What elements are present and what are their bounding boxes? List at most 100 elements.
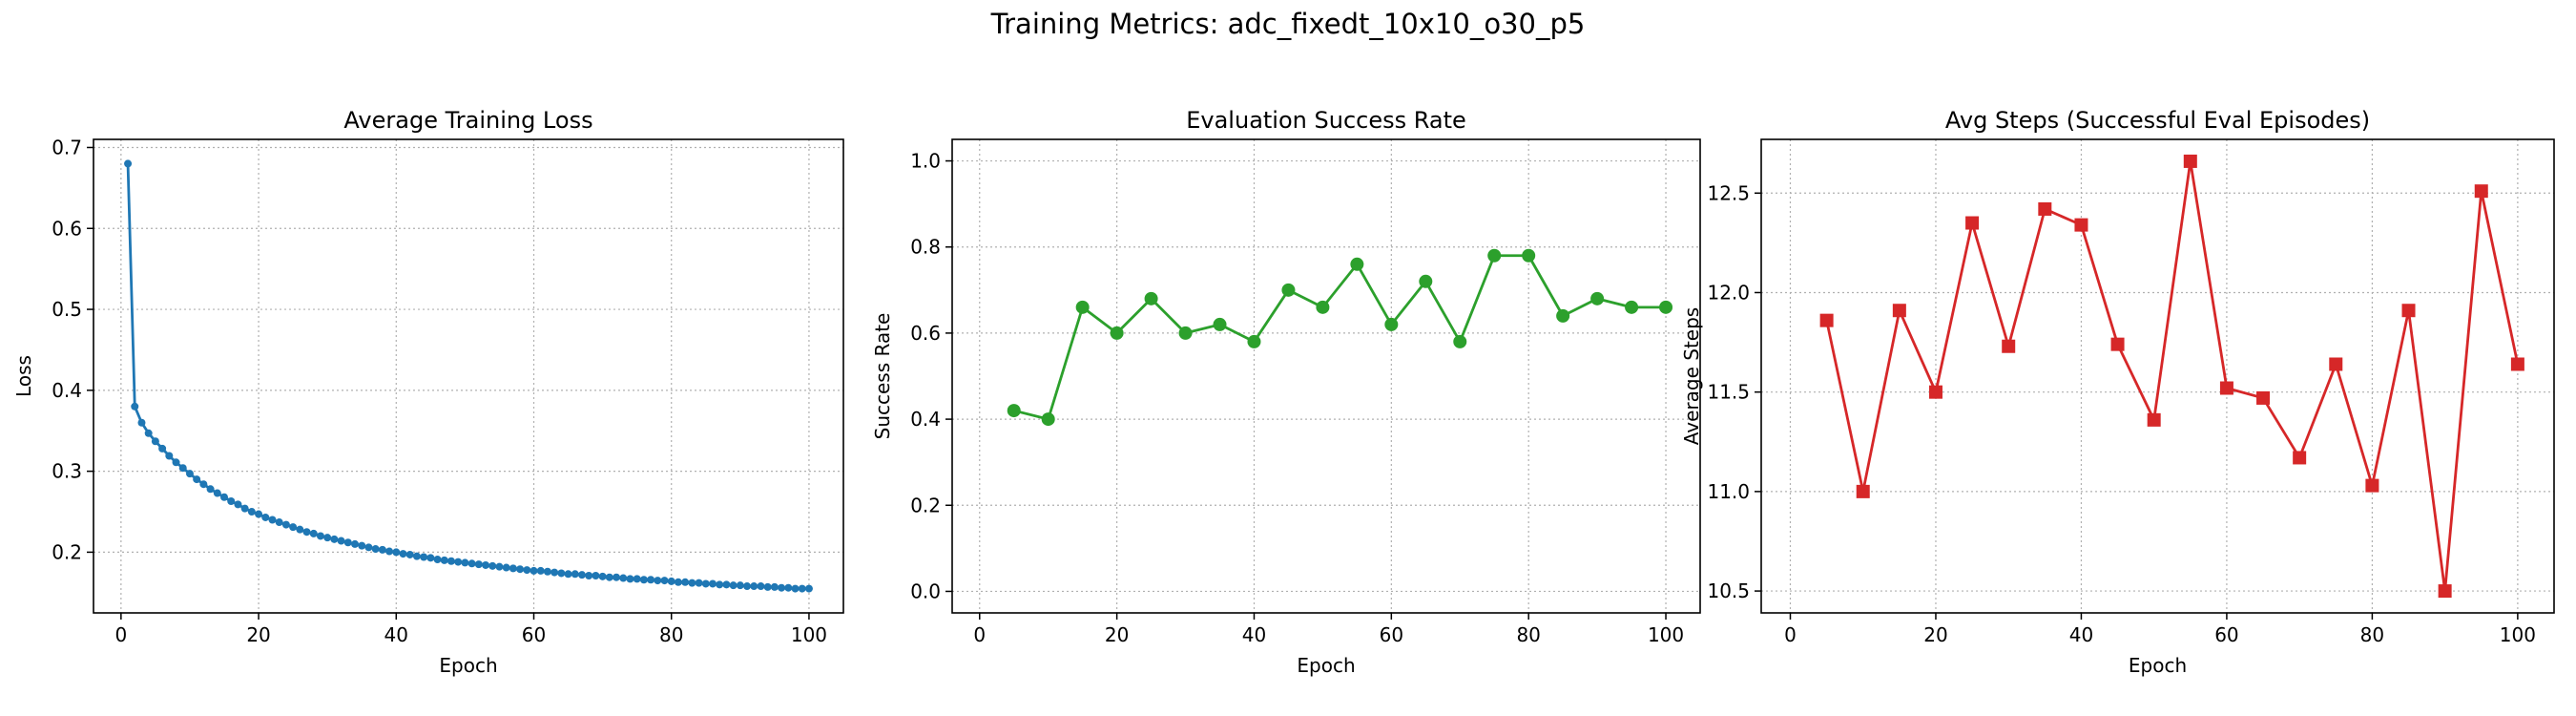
- data-point: [1247, 334, 1261, 348]
- data-point: [2219, 381, 2233, 395]
- data-point: [227, 496, 236, 505]
- y-tick-label: 0.2: [910, 494, 941, 516]
- data-point: [289, 523, 298, 532]
- data-point: [530, 566, 538, 575]
- data-point: [1487, 248, 1502, 263]
- chart-title: Average Training Loss: [343, 107, 592, 134]
- data-point: [1556, 308, 1570, 323]
- data-point: [1522, 248, 1536, 263]
- data-point: [716, 580, 724, 589]
- data-point: [255, 510, 263, 518]
- y-tick-label: 0.7: [52, 136, 82, 158]
- y-tick-label: 10.5: [1707, 579, 1750, 602]
- data-point: [1928, 385, 1942, 399]
- x-tick-label: 20: [246, 623, 270, 646]
- data-point: [199, 480, 208, 489]
- data-point: [577, 571, 586, 579]
- data-point: [543, 567, 551, 576]
- x-tick-label: 40: [2069, 623, 2093, 646]
- y-tick-label: 0.6: [52, 217, 82, 240]
- data-point: [275, 518, 283, 527]
- figure-title: Training Metrics: adc_fixedt_10x10_o30_p…: [990, 8, 1586, 40]
- data-point: [784, 583, 793, 592]
- data-point: [261, 513, 270, 521]
- data-point: [1007, 404, 1021, 418]
- x-tick-label: 0: [1784, 623, 1797, 646]
- data-point: [405, 550, 414, 558]
- data-point: [385, 547, 394, 556]
- data-point: [247, 508, 256, 516]
- data-point: [440, 556, 448, 564]
- x-tick-label: 0: [973, 623, 986, 646]
- data-point: [1419, 274, 1433, 288]
- y-tick-label: 0.4: [910, 408, 941, 431]
- data-point: [206, 485, 215, 494]
- data-point: [660, 577, 669, 585]
- x-axis-label: Epoch: [1297, 654, 1355, 677]
- data-point: [1110, 326, 1124, 340]
- data-point: [1075, 300, 1090, 314]
- data-point: [165, 452, 174, 460]
- data-point: [736, 581, 744, 590]
- y-tick-label: 0.2: [52, 540, 82, 563]
- data-point: [220, 493, 229, 501]
- data-point: [2256, 390, 2271, 405]
- y-axis-label: Loss: [12, 355, 35, 397]
- data-point: [1281, 283, 1296, 297]
- y-tick-label: 12.0: [1707, 281, 1750, 304]
- series-line: [1013, 254, 1667, 421]
- axes-frame: [951, 138, 1701, 614]
- data-point: [585, 571, 593, 579]
- data-point: [2474, 184, 2488, 199]
- chart-panel-3: 0 20 40 60 80 100 10.5 11.0 11.5 12.0 12.5 Avg Step…: [1680, 107, 2555, 677]
- y-tick-label: 1.0: [910, 150, 941, 173]
- data-point: [613, 573, 621, 581]
- x-tick-label: 20: [1923, 623, 1947, 646]
- y-tick-label: 11.0: [1707, 480, 1750, 503]
- data-point: [798, 584, 806, 593]
- data-point: [2293, 451, 2307, 465]
- data-point: [1350, 257, 1364, 271]
- axes-frame: [1760, 138, 2555, 614]
- data-point: [281, 520, 290, 529]
- data-point: [185, 470, 194, 478]
- data-point: [1384, 317, 1399, 331]
- data-point: [433, 556, 442, 564]
- data-point: [337, 537, 345, 545]
- data-point: [330, 535, 339, 543]
- data-point: [378, 545, 386, 554]
- data-point: [172, 458, 180, 467]
- x-tick-label: 80: [1516, 623, 1540, 646]
- data-point: [158, 444, 167, 453]
- data-point: [598, 572, 607, 580]
- data-point: [2365, 478, 2379, 493]
- data-point: [302, 528, 311, 537]
- data-point: [2438, 584, 2452, 599]
- data-point: [2401, 304, 2416, 318]
- x-tick-label: 60: [1380, 623, 1403, 646]
- data-point: [1590, 291, 1605, 305]
- data-point: [667, 577, 675, 585]
- axes-frame: [93, 138, 844, 614]
- x-tick-label: 0: [114, 623, 127, 646]
- data-point: [502, 563, 510, 572]
- data-point: [1213, 317, 1227, 331]
- chart-title: Avg Steps (Successful Eval Episodes): [1945, 107, 2370, 134]
- data-point: [674, 578, 682, 586]
- y-tick-label: 11.5: [1707, 381, 1750, 404]
- data-point: [695, 579, 703, 587]
- x-tick-label: 40: [1242, 623, 1266, 646]
- data-point: [2147, 412, 2161, 427]
- y-tick-label: 0.6: [910, 322, 941, 345]
- data-point: [2183, 154, 2197, 168]
- data-point: [454, 558, 463, 566]
- data-point: [1892, 304, 1906, 318]
- data-point: [1316, 300, 1330, 314]
- chart-title: Evaluation Success Rate: [1186, 107, 1466, 134]
- data-point: [364, 543, 373, 552]
- data-point: [131, 402, 139, 411]
- data-point: [351, 539, 360, 548]
- data-point: [633, 575, 641, 583]
- data-point: [420, 553, 428, 561]
- data-point: [392, 548, 401, 557]
